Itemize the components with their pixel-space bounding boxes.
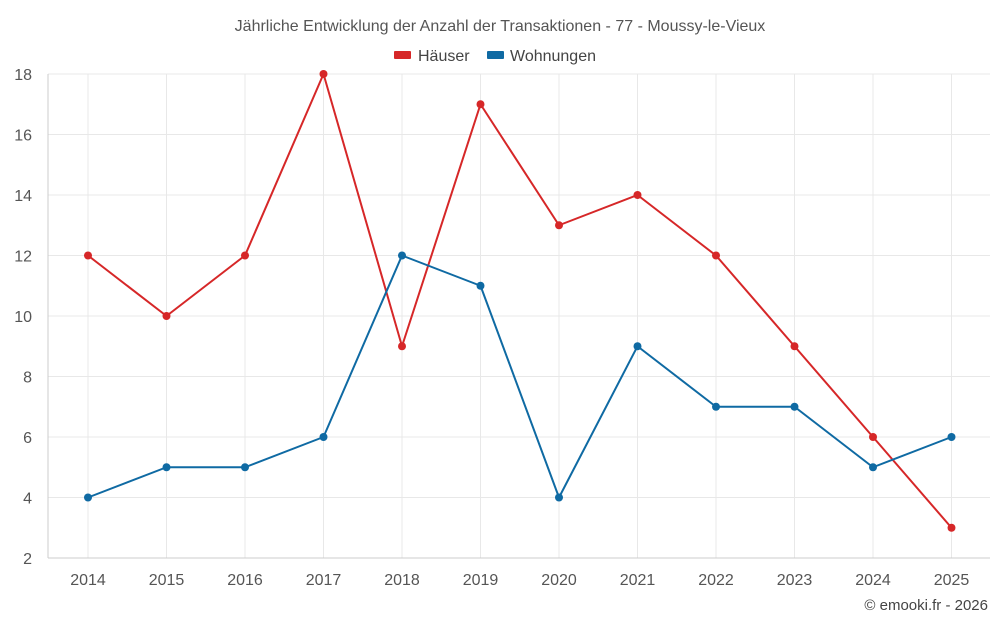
data-point[interactable] <box>84 251 92 260</box>
x-tick-label: 2023 <box>777 572 813 589</box>
data-point[interactable] <box>712 251 720 260</box>
data-point[interactable] <box>319 70 328 78</box>
x-tick-label: 2017 <box>306 572 342 589</box>
series-1 <box>84 70 956 532</box>
grid-lines <box>47 73 990 559</box>
data-point[interactable] <box>712 402 720 411</box>
series-layer <box>84 70 956 532</box>
data-point[interactable] <box>398 342 406 351</box>
y-tick-label: 16 <box>14 128 32 145</box>
data-point[interactable] <box>790 402 799 411</box>
legend-item[interactable]: Wohnungen <box>487 48 596 65</box>
data-point[interactable] <box>555 493 563 502</box>
chart-title: Jährliche Entwicklung der Anzahl der Tra… <box>235 18 766 35</box>
legend-item[interactable]: Häuser <box>394 48 470 65</box>
data-point[interactable] <box>947 523 956 532</box>
x-tick-label: 2020 <box>541 572 577 589</box>
data-point[interactable] <box>633 191 642 199</box>
data-point[interactable] <box>162 312 171 320</box>
legend: Häuser Wohnungen <box>394 48 596 65</box>
legend-swatch <box>394 51 411 59</box>
legend-label: Wohnungen <box>510 48 596 65</box>
data-point[interactable] <box>869 433 877 441</box>
x-tick-label: 2015 <box>149 572 185 589</box>
data-point[interactable] <box>319 433 328 441</box>
series-2 <box>84 251 956 502</box>
x-tick-label: 2016 <box>227 572 263 589</box>
data-point[interactable] <box>241 463 249 472</box>
x-tick-label: 2022 <box>698 572 734 589</box>
data-point[interactable] <box>398 251 406 260</box>
data-point[interactable] <box>162 463 171 472</box>
series-line <box>87 254 952 499</box>
data-point[interactable] <box>869 463 877 472</box>
x-tick-label: 2025 <box>934 572 970 589</box>
data-point[interactable] <box>84 493 92 502</box>
x-tick-label: 2018 <box>384 572 420 589</box>
credit-text: © emooki.fr - 2026 <box>864 597 988 614</box>
data-point[interactable] <box>633 342 642 351</box>
y-tick-label: 4 <box>23 491 32 508</box>
data-point[interactable] <box>947 433 956 441</box>
data-point[interactable] <box>476 281 485 290</box>
y-tick-label: 14 <box>14 188 32 205</box>
x-tick-label: 2019 <box>463 572 499 589</box>
x-tick-label: 2021 <box>620 572 656 589</box>
data-point[interactable] <box>555 221 563 230</box>
y-tick-label: 6 <box>23 430 32 447</box>
y-tick-label: 12 <box>14 249 32 266</box>
legend-label: Häuser <box>418 48 470 65</box>
y-tick-label: 8 <box>23 370 32 387</box>
x-axis-ticks: 2014 2015 2016 2017 2018 2019 2020 2021 2022 2023… <box>70 572 969 589</box>
y-tick-label: 10 <box>14 309 32 326</box>
y-tick-label: 2 <box>23 551 32 568</box>
data-point[interactable] <box>476 100 485 109</box>
data-point[interactable] <box>790 342 799 351</box>
y-tick-label: 18 <box>14 67 32 84</box>
x-tick-label: 2014 <box>70 572 106 589</box>
x-tick-label: 2024 <box>855 572 891 589</box>
data-point[interactable] <box>241 251 249 260</box>
series-line <box>87 73 953 529</box>
legend-swatch <box>487 51 504 59</box>
y-axis-ticks: 2 4 6 8 10 12 14 16 18 <box>14 67 32 568</box>
